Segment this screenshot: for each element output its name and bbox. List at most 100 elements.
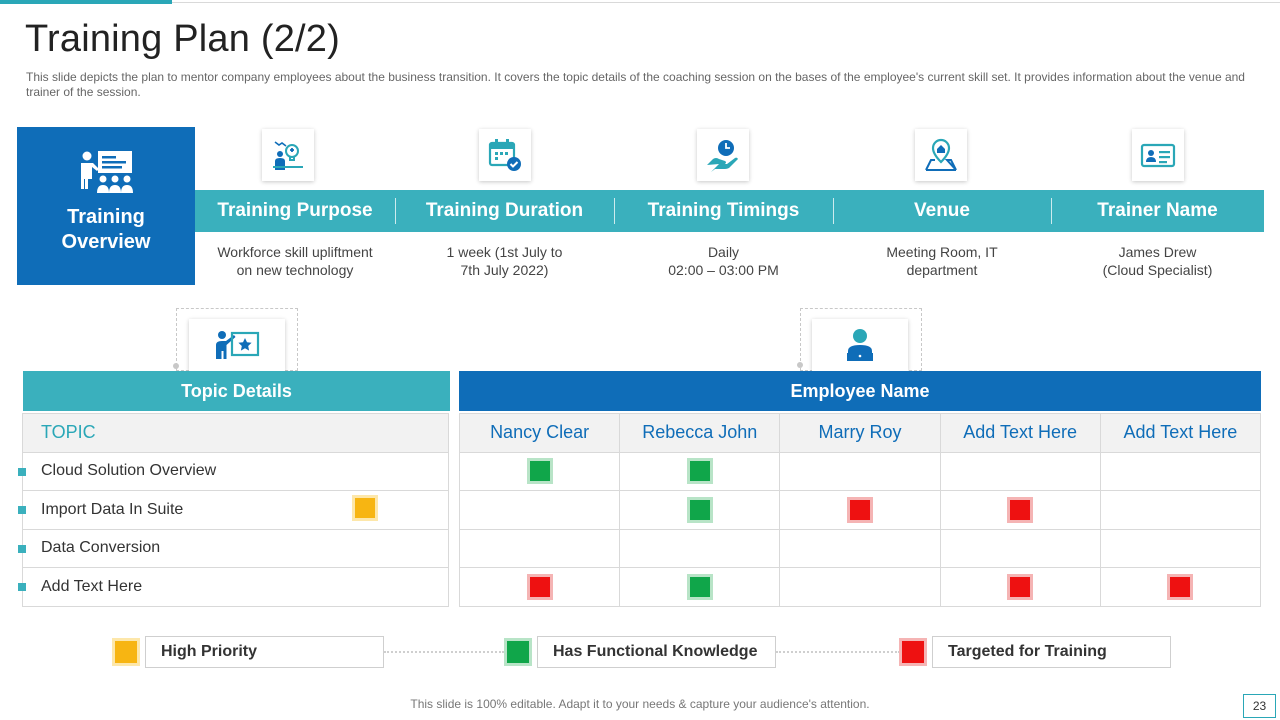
status-cell [779, 567, 941, 607]
location-map-icon-tile [915, 129, 967, 181]
table-row [458, 490, 1262, 530]
legend-high-priority: High Priority [145, 636, 384, 668]
topic-cell: Add Text Here [18, 567, 449, 607]
table-row: Data Conversion [18, 528, 449, 568]
legend-functional-knowledge: Has Functional Knowledge [537, 636, 776, 668]
idea-person-icon-tile [262, 129, 314, 181]
overview-header-band: Training Purpose Training Duration Train… [195, 190, 1264, 232]
employee-matrix-body [458, 451, 1262, 607]
frame-dot [797, 362, 803, 368]
calendar-check-icon-tile [479, 129, 531, 181]
teacher-board-icon-tile [189, 319, 285, 371]
presentation-audience-icon [81, 151, 133, 193]
bullet-marker [18, 544, 26, 553]
status-red-marker [1010, 499, 1031, 520]
legend-functional-swatch [507, 641, 529, 663]
high-priority-marker [355, 498, 375, 518]
status-cell [779, 451, 941, 491]
clock-hand-icon-tile [697, 129, 749, 181]
employee-name-header: Employee Name [459, 371, 1261, 411]
status-cell [939, 528, 1101, 568]
calendar-check-icon [488, 139, 521, 171]
status-cell [458, 567, 621, 607]
topic-cell: Import Data In Suite [18, 490, 449, 530]
topic-column-label: TOPIC [22, 413, 449, 453]
teacher-board-icon [216, 331, 260, 359]
status-red-marker [849, 499, 870, 520]
table-row: Cloud Solution Overview [18, 451, 449, 491]
topic-table: TOPIC Cloud Solution Overview Import Dat… [18, 413, 449, 607]
status-cell [619, 528, 781, 568]
status-cell [1099, 490, 1262, 530]
topic-cell: Data Conversion [18, 528, 449, 568]
employee-name-cell: Add Text Here [1099, 413, 1262, 453]
bullet-marker [18, 467, 26, 476]
location-map-icon [925, 138, 957, 171]
header-training-timings: Training Timings [647, 200, 800, 221]
employee-name-cell: Add Text Here [939, 413, 1101, 453]
table-row [458, 567, 1262, 607]
status-cell [458, 528, 621, 568]
detail-training-duration: 1 week (1st July to 7th July 2022) [446, 244, 563, 278]
table-row [458, 451, 1262, 491]
status-cell [458, 490, 621, 530]
status-cell [1099, 451, 1262, 491]
legend-targeted-training: Targeted for Training [932, 636, 1171, 668]
employee-table: Nancy Clear Rebecca John Marry Roy Add T… [458, 413, 1262, 607]
employee-name-cell: Rebecca John [619, 413, 781, 453]
status-cell [619, 567, 781, 607]
header-training-purpose: Training Purpose [217, 200, 373, 221]
frame-dot [173, 363, 179, 369]
id-card-icon [1140, 143, 1176, 168]
topic-cell: Cloud Solution Overview [18, 451, 449, 491]
detail-venue: Meeting Room, IT department [886, 244, 998, 278]
table-row [458, 528, 1262, 568]
status-cell [939, 451, 1101, 491]
status-cell [458, 451, 621, 491]
status-green-marker [529, 461, 550, 482]
employee-table-head: Nancy Clear Rebecca John Marry Roy Add T… [458, 413, 1262, 453]
detail-trainer-name: James Drew (Cloud Specialist) [1102, 244, 1213, 278]
status-green-marker [689, 499, 710, 520]
status-green-marker [689, 461, 710, 482]
status-green-marker [689, 576, 710, 597]
topic-details-header: Topic Details [23, 371, 450, 411]
header-divider [395, 198, 396, 224]
bullet-marker [18, 506, 26, 514]
table-row: Add Text Here [18, 567, 449, 607]
employee-name-cell: Nancy Clear [458, 413, 621, 453]
training-overview-box: Training Overview [17, 127, 195, 285]
slide-subtitle: This slide depicts the plan to mentor co… [26, 70, 1245, 99]
idea-person-icon [273, 141, 303, 170]
status-red-marker [1170, 576, 1191, 597]
page-number: 23 [1243, 694, 1276, 718]
header-divider [1051, 198, 1052, 224]
status-red-marker [1010, 576, 1031, 597]
header-trainer-name: Trainer Name [1097, 200, 1218, 221]
top-divider-line [172, 2, 1280, 3]
overview-label: Training Overview [61, 206, 151, 253]
bullet-marker [18, 583, 26, 591]
detail-training-timings: Daily 02:00 – 03:00 PM [668, 244, 779, 278]
clock-hand-icon [707, 140, 738, 172]
header-divider [614, 198, 615, 224]
user-laptop-icon [847, 329, 873, 361]
status-cell [619, 490, 781, 530]
employee-name-cell: Marry Roy [779, 413, 941, 453]
status-cell [1099, 567, 1262, 607]
slide-footer: This slide is 100% editable. Adapt it to… [410, 697, 870, 711]
detail-training-purpose: Workforce skill upliftment on new techno… [217, 244, 373, 278]
top-accent-bar [0, 0, 172, 4]
legend-connector [776, 651, 900, 653]
status-red-marker [529, 576, 550, 597]
legend-targeted-swatch [902, 641, 924, 663]
status-cell [939, 567, 1101, 607]
header-divider [833, 198, 834, 224]
status-cell [1099, 528, 1262, 568]
status-cell [779, 528, 941, 568]
status-cell [779, 490, 941, 530]
id-card-icon-tile [1132, 129, 1184, 181]
status-cell [619, 451, 781, 491]
slide-title: Training Plan (2/2) [25, 18, 340, 60]
header-venue: Venue [914, 200, 970, 221]
